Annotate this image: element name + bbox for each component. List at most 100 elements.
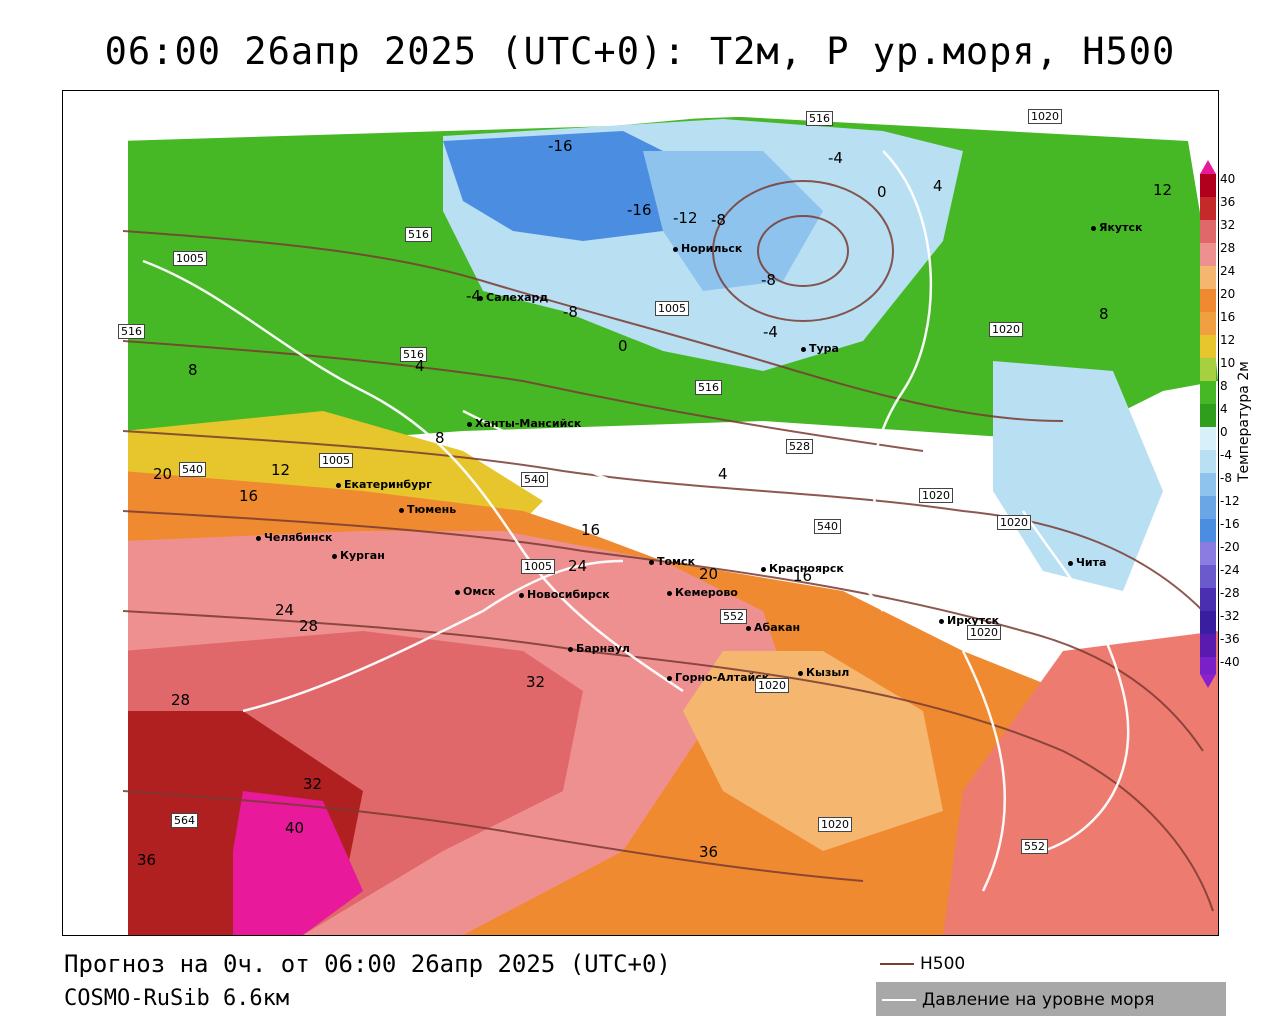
legend-h500-label: H500 xyxy=(920,954,966,974)
temp-label: -4 xyxy=(466,287,481,305)
temp-label: 0 xyxy=(877,183,887,201)
forecast-info: Прогноз на 0ч. от 06:00 26апр 2025 (UTC+… xyxy=(64,950,671,978)
scale-title: Температура 2м xyxy=(1236,361,1252,482)
legend-pressure: Давление на уровне моря xyxy=(876,982,1226,1016)
city-tyumen: Тюмень xyxy=(399,503,456,516)
temp-label: 4 xyxy=(933,177,943,195)
scale-label: 12 xyxy=(1220,333,1236,347)
scale-label: 4 xyxy=(1220,402,1228,416)
temp-label: -4 xyxy=(763,323,778,341)
pressure-line-swatch xyxy=(882,999,916,1001)
isobar-label: 1020 xyxy=(818,817,852,832)
h500-label: 564 xyxy=(171,813,198,828)
scale-label: -28 xyxy=(1220,586,1240,600)
h500-label: 540 xyxy=(814,519,841,534)
scale-label: -36 xyxy=(1220,632,1240,646)
isobar-label: 1005 xyxy=(521,559,555,574)
temp-label: 28 xyxy=(171,691,191,709)
temp-label: 4 xyxy=(415,357,425,375)
temp-label: 16 xyxy=(581,521,601,539)
forecast-map: Норильск Якутск Салехард Тура Ханты-Манс… xyxy=(62,90,1219,936)
isobar-label: 1020 xyxy=(1028,109,1062,124)
temp-label: 8 xyxy=(435,429,445,447)
h500-label: 528 xyxy=(786,439,813,454)
scale-label: 0 xyxy=(1220,425,1228,439)
scale-label: -4 xyxy=(1220,448,1232,462)
city-salekhard: Салехард xyxy=(478,291,548,304)
temp-label: 36 xyxy=(137,851,157,869)
temp-label: 4 xyxy=(718,465,728,483)
city-chelyabinsk: Челябинск xyxy=(256,531,332,544)
temp-label: 20 xyxy=(153,465,173,483)
scale-label: 16 xyxy=(1220,310,1236,324)
scale-label: -16 xyxy=(1220,517,1240,531)
temp-label: 24 xyxy=(275,601,295,619)
city-irkutsk: Иркутск xyxy=(939,614,999,627)
temp-label: 12 xyxy=(1153,181,1173,199)
h500-label: 540 xyxy=(179,462,206,477)
city-novosibirsk: Новосибирск xyxy=(519,588,610,601)
h500-label: 516 xyxy=(695,380,722,395)
h500-label: 516 xyxy=(405,227,432,242)
temp-label: 36 xyxy=(699,843,719,861)
city-yakutsk: Якутск xyxy=(1091,221,1142,234)
city-tura: Тура xyxy=(801,342,839,355)
city-norilsk: Норильск xyxy=(673,242,742,255)
city-kyzyl: Кызыл xyxy=(798,666,849,679)
isobar-label: 1020 xyxy=(755,678,789,693)
temp-label: 40 xyxy=(285,819,305,837)
legend-h500: H500 xyxy=(880,954,965,974)
isobar-label: 1020 xyxy=(989,322,1023,337)
h500-label: 516 xyxy=(806,111,833,126)
city-abakan: Абакан xyxy=(746,621,800,634)
temp-label: 8 xyxy=(188,361,198,379)
h500-line-swatch xyxy=(880,963,914,965)
scale-label: 10 xyxy=(1220,356,1236,370)
temp-label: 16 xyxy=(239,487,259,505)
temp-label: 32 xyxy=(303,775,323,793)
temp-label: 8 xyxy=(1099,305,1109,323)
temp-label: -8 xyxy=(761,271,776,289)
city-kurgan: Курган xyxy=(332,549,385,562)
scale-label: -24 xyxy=(1220,563,1240,577)
temp-label: 12 xyxy=(271,461,291,479)
scale-label: 20 xyxy=(1220,287,1236,301)
temp-label: 20 xyxy=(699,565,719,583)
scale-label: 32 xyxy=(1220,218,1236,232)
city-omsk: Омск xyxy=(455,585,495,598)
h500-label: 552 xyxy=(720,609,747,624)
temp-label: 16 xyxy=(793,567,813,585)
temperature-color-scale xyxy=(1200,160,1216,688)
h500-label: 552 xyxy=(1021,839,1048,854)
scale-label: 24 xyxy=(1220,264,1236,278)
city-krasnoyarsk: Красноярск xyxy=(761,562,844,575)
city-tomsk: Томск xyxy=(649,555,695,568)
temp-label: -8 xyxy=(711,211,726,229)
isobar-label: 1005 xyxy=(173,251,207,266)
map-canvas xyxy=(63,91,1218,935)
h500-label: 540 xyxy=(521,472,548,487)
city-barnaul: Барнаул xyxy=(568,642,630,655)
temp-label: -4 xyxy=(828,149,843,167)
scale-label: 40 xyxy=(1220,172,1236,186)
temp-label: 24 xyxy=(568,557,588,575)
temp-label: -16 xyxy=(548,137,573,155)
temp-label: 32 xyxy=(526,673,546,691)
temp-label: -12 xyxy=(673,209,698,227)
temp-label: 28 xyxy=(299,617,319,635)
temp-label: -16 xyxy=(627,201,652,219)
city-chita: Чита xyxy=(1068,556,1106,569)
isobar-label: 1020 xyxy=(919,488,953,503)
map-title: 06:00 26апр 2025 (UTC+0): T2м, Р ур.моря… xyxy=(104,30,1176,73)
scale-label: 36 xyxy=(1220,195,1236,209)
isobar-label: 1005 xyxy=(319,453,353,468)
scale-label: -32 xyxy=(1220,609,1240,623)
scale-label: -40 xyxy=(1220,655,1240,669)
city-khanty-mansiysk: Ханты-Мансийск xyxy=(467,417,581,430)
city-gorno-altaysk: Горно-Алтайск xyxy=(667,671,769,684)
scale-label: -8 xyxy=(1220,471,1232,485)
h500-label: 516 xyxy=(118,324,145,339)
temp-label: 0 xyxy=(618,337,628,355)
isobar-label: 1005 xyxy=(655,301,689,316)
isobar-label: 1020 xyxy=(997,515,1031,530)
